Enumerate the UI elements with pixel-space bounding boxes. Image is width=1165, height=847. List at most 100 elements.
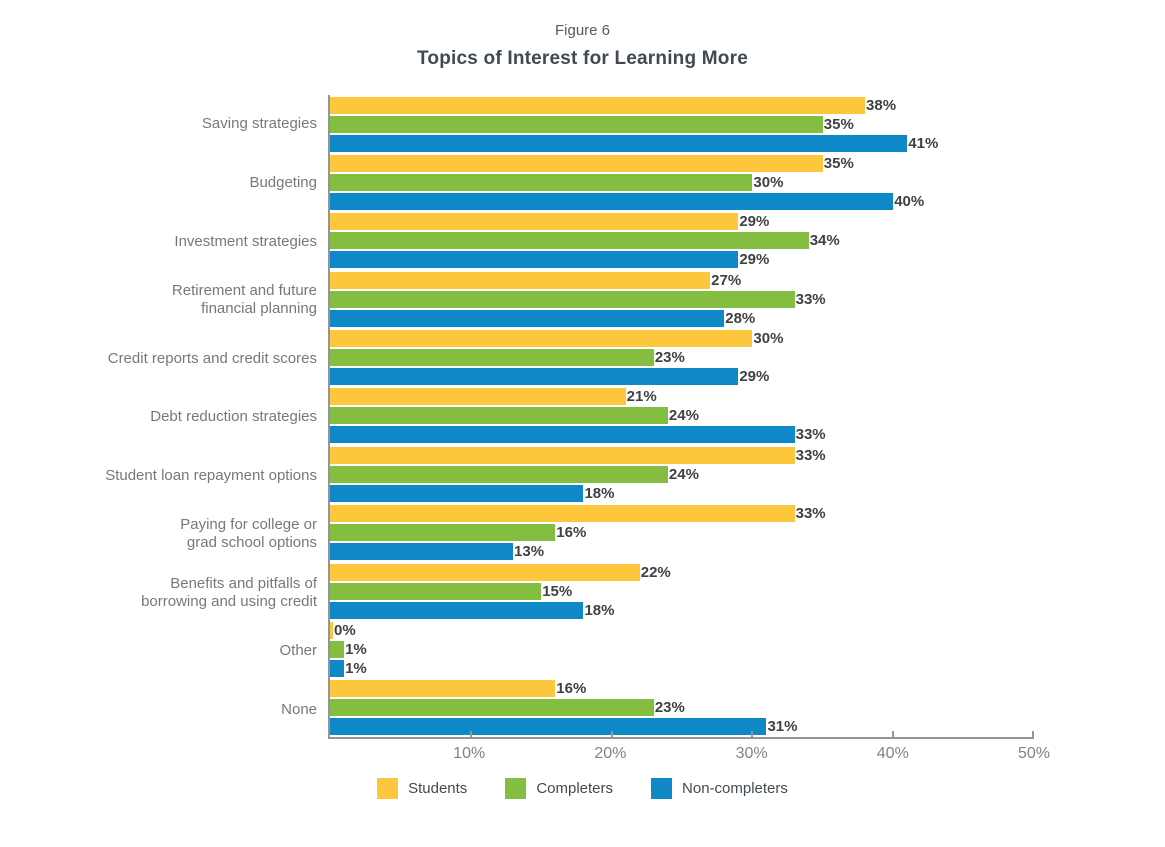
value-label: 30% [753, 174, 784, 192]
value-label: 27% [711, 271, 742, 289]
bar [330, 426, 795, 444]
category-label: Student loan repayment options [105, 466, 317, 484]
value-label: 30% [753, 330, 784, 348]
value-label: 0% [334, 621, 356, 639]
value-label: 21% [626, 388, 657, 406]
chart-row: 22% 15% 18% [330, 562, 1034, 620]
value-label: 1% [345, 659, 367, 677]
chart-row: 27% 33% 28% [330, 270, 1034, 328]
bar [330, 484, 584, 502]
value-label: 24% [668, 465, 699, 483]
chart-row: 0% 1% 1% [330, 620, 1034, 678]
bar [330, 349, 654, 367]
bar [330, 465, 668, 483]
bar [330, 601, 584, 619]
value-label: 33% [795, 290, 826, 308]
chart-row: 30% 23% 29% [330, 328, 1034, 386]
bar [330, 271, 711, 289]
bar [330, 659, 345, 677]
bar [330, 505, 795, 523]
value-label: 29% [739, 251, 770, 269]
legend-item: Completers [505, 778, 613, 799]
bar [330, 155, 823, 173]
x-tick-label: 10% [453, 745, 486, 762]
legend-label: Non-completers [682, 780, 788, 797]
value-label: 23% [654, 699, 685, 717]
value-label: 33% [795, 505, 826, 523]
figure-label: Figure 6 [554, 22, 611, 39]
value-label: 29% [739, 213, 770, 231]
legend: Students Completers Non-completers [0, 778, 1165, 799]
bar [330, 174, 753, 192]
value-label: 18% [584, 601, 615, 619]
bar [330, 115, 823, 133]
category-label: Investment strategies [174, 232, 317, 250]
bar [330, 699, 654, 717]
bar [330, 640, 345, 658]
value-label: 24% [668, 407, 699, 425]
bar [330, 582, 542, 600]
value-label: 28% [725, 309, 756, 327]
chart-row: 29% 34% 29% [330, 212, 1034, 270]
bar [330, 309, 725, 327]
bar [330, 232, 809, 250]
chart-row: 16% 23% 31% [330, 679, 1034, 737]
bar [330, 213, 739, 231]
bar [330, 290, 795, 308]
bar [330, 718, 767, 736]
legend-label: Completers [536, 780, 614, 797]
value-label: 1% [345, 640, 367, 658]
chart-title: Topics of Interest for Learning More [417, 48, 748, 69]
value-label: 35% [823, 155, 854, 173]
x-tick-label: 30% [735, 745, 768, 762]
bar [330, 388, 626, 406]
bar [330, 446, 795, 464]
x-tick-label: 20% [594, 745, 627, 762]
bar [330, 563, 640, 581]
bar [330, 193, 894, 211]
value-label: 38% [866, 96, 897, 114]
category-label: Credit reports and credit scores [107, 349, 317, 367]
value-label: 29% [739, 368, 770, 386]
value-label: 41% [908, 134, 939, 152]
bar [330, 134, 908, 152]
value-label: 35% [823, 115, 854, 133]
category-label: None [281, 700, 317, 718]
category-label: Debt reduction strategies [150, 408, 317, 426]
category-axis: Saving strategies Budgeting Investment str… [0, 95, 328, 739]
legend-swatch [505, 778, 527, 799]
bar [330, 621, 333, 639]
bar [330, 330, 753, 348]
bar [330, 543, 514, 561]
category-label: Benefits and pitfalls of borrowing and u… [141, 574, 317, 610]
value-label: 18% [584, 484, 615, 502]
axis-tick [469, 731, 472, 737]
category-label: Other [279, 642, 317, 660]
axis-tick [892, 731, 895, 737]
bar [330, 96, 866, 114]
value-label: 22% [640, 563, 671, 581]
x-tick-label: 50% [1017, 745, 1051, 762]
value-label: 13% [514, 543, 545, 561]
legend-label: Students [408, 780, 468, 797]
plot-area: 38% 35% 41% 35% 30% 40% 29% 34% 29% 27% 33% 28% 30% 2… [328, 95, 1034, 739]
x-axis-labels: 10% 20% 30% 40% 50% [328, 739, 1050, 765]
value-label: 34% [809, 232, 840, 250]
axis-tick [610, 731, 613, 737]
legend-swatch [377, 778, 399, 799]
value-label: 16% [556, 524, 587, 542]
category-label: Paying for college or grad school option… [180, 516, 317, 552]
chart-row: 33% 24% 18% [330, 445, 1034, 503]
axis-tick [1032, 731, 1034, 737]
bar-chart: Saving strategies Budgeting Investment str… [0, 95, 1050, 765]
chart-header: Figure 6 Topics of Interest for Learning… [0, 0, 1165, 70]
chart-row: 38% 35% 41% [330, 95, 1034, 153]
value-label: 16% [556, 680, 587, 698]
bar [330, 407, 668, 425]
value-label: 31% [767, 718, 798, 736]
category-label: Saving strategies [201, 115, 317, 133]
bar [330, 368, 739, 386]
legend-swatch [651, 778, 673, 799]
value-label: 33% [795, 446, 826, 464]
